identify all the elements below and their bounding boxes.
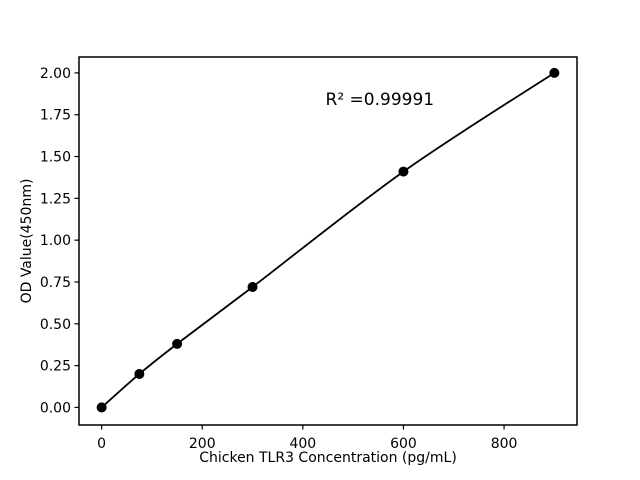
x-tick-label: 800 bbox=[491, 436, 518, 452]
fit-curve bbox=[100, 71, 556, 409]
y-tick-label: 2.00 bbox=[40, 66, 71, 82]
x-tick-label: 0 bbox=[97, 436, 106, 452]
x-tick-label: 600 bbox=[390, 436, 417, 452]
y-tick-label: 1.50 bbox=[40, 150, 71, 166]
x-tick-label: 200 bbox=[189, 436, 216, 452]
data-point-marker bbox=[247, 282, 258, 292]
data-point-marker bbox=[96, 402, 107, 413]
y-tick-label: 0.50 bbox=[40, 317, 71, 333]
y-tick-label: 1.75 bbox=[40, 108, 71, 124]
x-axis-label: Chicken TLR3 Concentration (pg/mL) bbox=[199, 450, 457, 466]
r-squared-annotation: R² =0.99991 bbox=[325, 89, 435, 110]
data-point-marker bbox=[398, 166, 409, 177]
y-tick-label: 1.00 bbox=[40, 233, 71, 249]
y-tick-label: 0.00 bbox=[40, 400, 71, 416]
x-tick-label: 400 bbox=[289, 436, 316, 452]
y-tick-label: 0.75 bbox=[40, 275, 71, 291]
data-point-marker bbox=[172, 338, 183, 349]
data-point-marker bbox=[134, 368, 145, 379]
y-axis-label: OD Value(450nm) bbox=[19, 178, 35, 304]
plot-border bbox=[78, 56, 578, 426]
y-tick-label: 1.25 bbox=[40, 191, 71, 207]
y-tick-label: 0.25 bbox=[40, 359, 71, 375]
data-point-marker bbox=[549, 67, 560, 78]
